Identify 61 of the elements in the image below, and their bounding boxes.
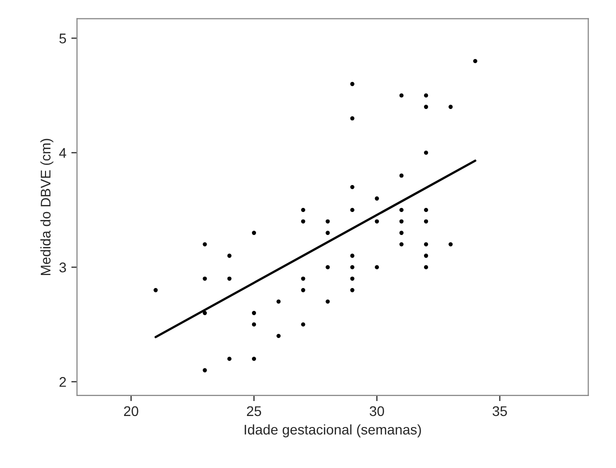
point xyxy=(276,334,281,338)
point xyxy=(227,356,232,361)
point xyxy=(301,288,306,292)
point xyxy=(202,242,207,246)
point xyxy=(202,310,207,316)
point xyxy=(399,174,404,178)
point xyxy=(350,184,354,190)
point xyxy=(350,276,354,281)
point xyxy=(326,230,330,235)
point xyxy=(399,93,404,98)
y-tick-label: 4 xyxy=(59,148,66,158)
x-tick-label: 35 xyxy=(492,406,507,416)
point xyxy=(252,356,256,361)
point xyxy=(448,104,453,109)
point xyxy=(424,208,428,212)
point xyxy=(448,242,453,246)
y-tick-label: 2 xyxy=(60,377,66,387)
point xyxy=(399,219,404,224)
point xyxy=(350,265,354,270)
point xyxy=(276,299,281,304)
point xyxy=(424,254,428,258)
point xyxy=(252,230,256,235)
point xyxy=(350,116,354,120)
point xyxy=(301,219,306,224)
point xyxy=(399,230,404,235)
point xyxy=(301,322,306,327)
point xyxy=(350,82,354,86)
point xyxy=(326,265,330,270)
point xyxy=(252,322,256,327)
point xyxy=(326,299,330,304)
point xyxy=(227,276,232,281)
point xyxy=(374,265,379,270)
point xyxy=(374,196,379,201)
point xyxy=(374,219,379,224)
point xyxy=(424,219,428,224)
point xyxy=(424,265,428,270)
point xyxy=(399,208,404,212)
point xyxy=(424,104,428,109)
y-axis-title: Medida do DBVE (cm) xyxy=(40,138,54,276)
x-tick-label: 30 xyxy=(370,406,384,416)
point xyxy=(252,310,256,316)
y-tick-label: 5 xyxy=(59,34,66,44)
y-tick-label: 3 xyxy=(59,262,66,272)
point xyxy=(154,288,158,292)
point xyxy=(202,276,207,281)
point xyxy=(301,208,306,212)
point xyxy=(424,150,428,155)
x-axis-title: Idade gestacional (semanas) xyxy=(244,424,421,438)
point xyxy=(350,288,354,292)
point xyxy=(301,276,306,281)
point xyxy=(326,219,330,224)
point xyxy=(227,254,232,258)
x-tick-label: 20 xyxy=(124,406,138,416)
point xyxy=(424,93,428,98)
point xyxy=(350,208,354,212)
point xyxy=(424,242,428,246)
point xyxy=(473,59,478,64)
point xyxy=(399,242,404,246)
point xyxy=(202,368,207,372)
point xyxy=(350,254,354,258)
x-tick-label: 25 xyxy=(246,406,262,416)
